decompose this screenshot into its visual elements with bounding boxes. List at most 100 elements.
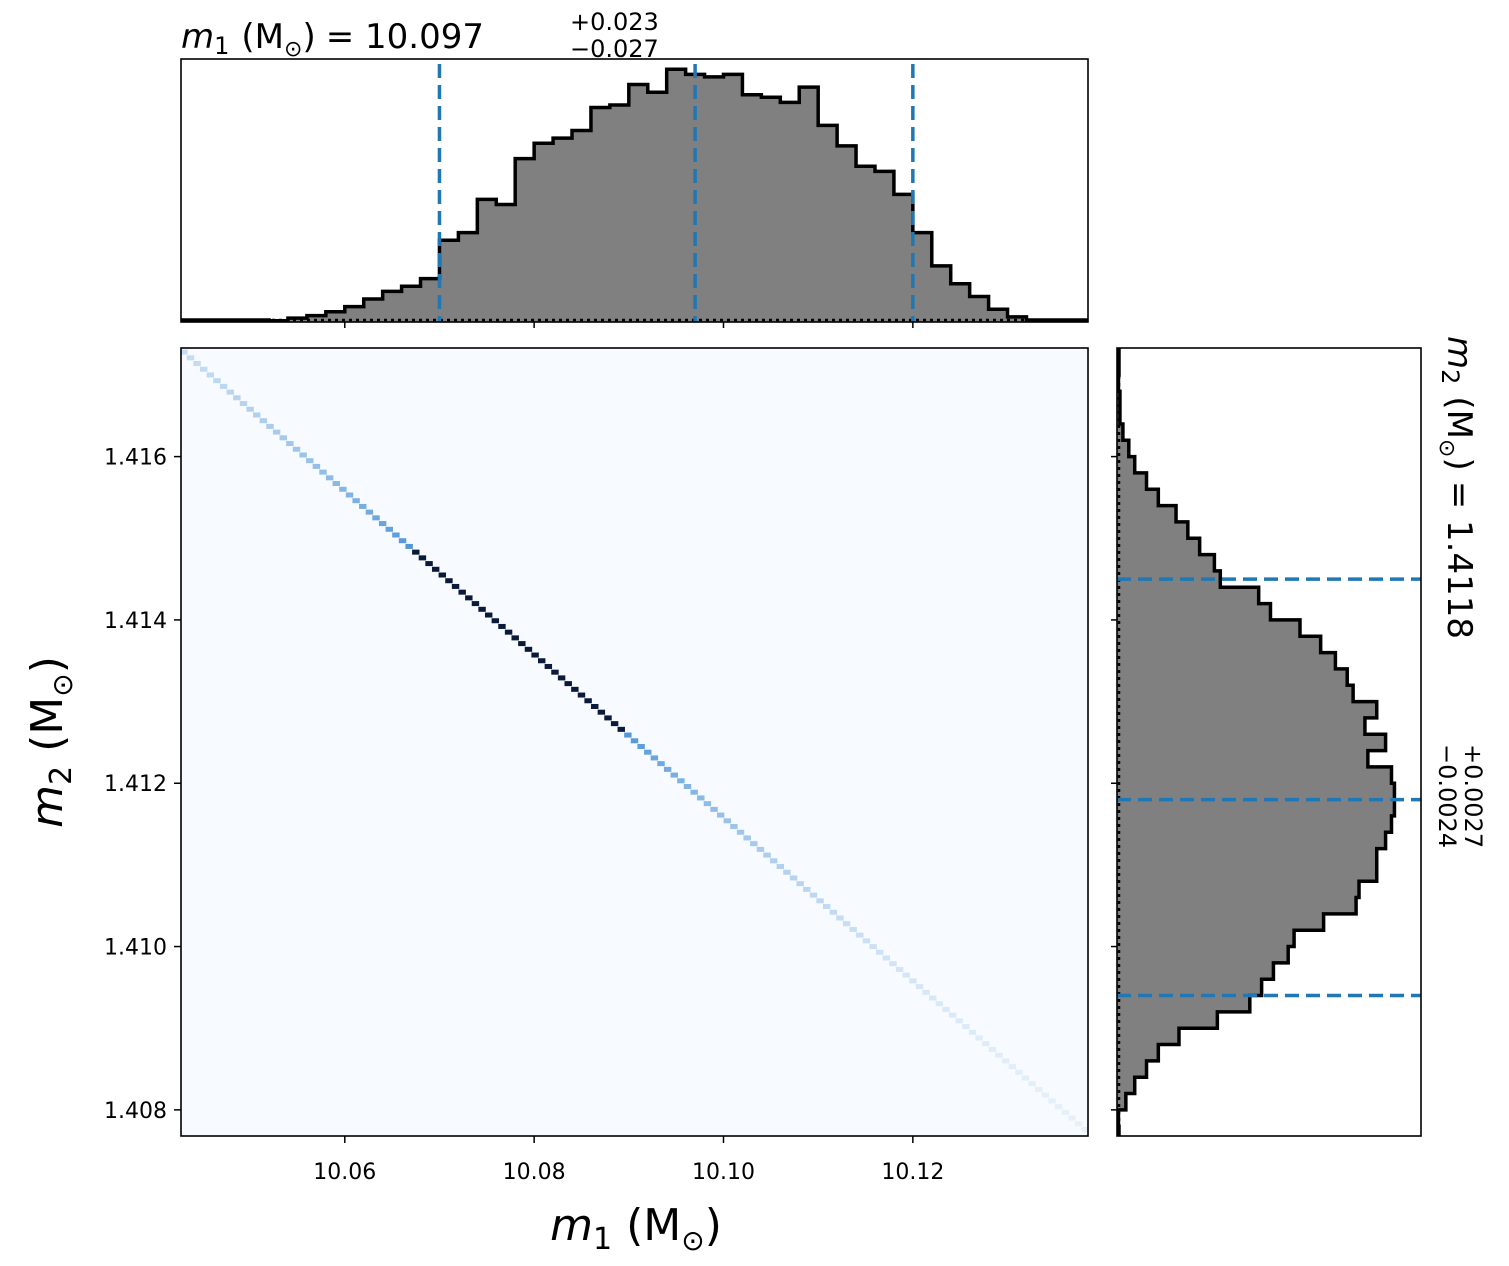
density-cell (796, 881, 804, 887)
m2-histogram-bar (1117, 456, 1135, 474)
density-cell (266, 423, 274, 429)
density-cell (571, 686, 579, 692)
density-cell (902, 972, 910, 978)
x-tick-label: 10.06 (313, 1160, 376, 1185)
m2-histogram-bar (1117, 783, 1395, 801)
m1-histogram-bar (950, 283, 971, 322)
density-cell (1054, 1104, 1063, 1110)
m1-histogram-bar (780, 102, 800, 322)
density-cell (591, 703, 599, 709)
density-cell (630, 738, 639, 744)
density-cell (206, 372, 215, 378)
x-tick-label: 10.10 (692, 1160, 755, 1185)
density-cell (690, 789, 698, 795)
density-cell (915, 984, 924, 990)
m2-histogram-bar (1117, 750, 1368, 768)
m1-histogram-bar (874, 171, 895, 322)
m1-histogram-bar (439, 240, 459, 322)
m2-histogram-bar (1117, 799, 1395, 817)
density-cell (226, 389, 234, 395)
m1-histogram-bar (628, 84, 649, 322)
density-cell (1088, 1133, 1095, 1138)
m2-histogram-bar (1117, 946, 1289, 964)
density-cell (584, 698, 592, 704)
density-cell (1021, 1075, 1030, 1081)
m2-histogram-bar (1117, 521, 1188, 539)
density-cell (431, 566, 440, 572)
m2-error-plus: +0.0027 (1459, 744, 1487, 848)
m1-histogram-frame (180, 58, 1089, 323)
density-cell (246, 406, 254, 412)
density-cell (511, 635, 519, 641)
m1-histogram-bar (609, 104, 630, 322)
density-cell (418, 555, 427, 561)
m2-histogram-bar (1117, 1060, 1147, 1078)
density-cell (657, 761, 665, 767)
density-cell (398, 538, 407, 544)
m1-histogram-bar (363, 299, 384, 322)
density-cell (610, 721, 619, 727)
m1-histogram-bar (723, 74, 743, 322)
m2-histogram-bar (1117, 554, 1215, 572)
m1-quantile-lines (437, 64, 915, 322)
density-cell (982, 1041, 990, 1047)
m2-histogram-frame (1116, 347, 1422, 1137)
density-cell (670, 772, 678, 778)
m1-histogram-bar (988, 309, 1009, 322)
density-cell (471, 601, 480, 607)
m1-histogram-bar (477, 199, 497, 322)
m1-histogram-bar (761, 97, 781, 322)
m1-histogram-bar (458, 232, 478, 322)
density-cell (1081, 1126, 1088, 1132)
density-cell (458, 589, 466, 595)
density-cell (942, 1006, 950, 1012)
density-cell (557, 675, 566, 681)
x-axis-ticks: 10.06 10.08 10.10 10.12 (313, 1136, 944, 1185)
density-cell (789, 875, 798, 881)
m1-histogram-bar (742, 94, 762, 322)
m2-histogram-outline (1117, 348, 1397, 1136)
density-cell (253, 412, 261, 418)
density-cell (504, 629, 513, 635)
density-cell (783, 869, 791, 875)
joint-density-panel: 10.06 10.08 10.10 10.12 1.408 1.410 1.412 1.41… (22, 347, 1095, 1257)
density-cell (239, 401, 248, 407)
density-cell (816, 898, 824, 904)
density-cell (551, 669, 559, 675)
density-cell (524, 646, 533, 652)
density-cell (604, 715, 612, 721)
density-cell (577, 692, 586, 698)
density-cell (809, 892, 818, 898)
density-cell (849, 926, 857, 932)
m2-histogram-bar (1117, 815, 1392, 833)
m1-histogram-bar (401, 286, 422, 322)
m2-histogram-bar (1117, 440, 1129, 458)
density-cell (1001, 1058, 1010, 1064)
m1-histogram-bar (515, 158, 535, 322)
m2-histogram-bar (1117, 1011, 1218, 1029)
density-cell (425, 561, 433, 567)
m1-histogram-bar (590, 107, 611, 322)
density-cell (644, 749, 652, 755)
density-cell (730, 824, 738, 830)
m1-histogram-bar (344, 306, 365, 322)
density-cell (889, 961, 897, 967)
density-cell (697, 795, 705, 801)
density-cell (465, 595, 473, 601)
density-cell (650, 755, 659, 761)
m2-histogram-bar (1117, 489, 1159, 507)
m1-histogram-bar (666, 69, 687, 322)
density-cell (279, 435, 287, 441)
density-cell (378, 521, 387, 527)
density-cell (272, 429, 281, 435)
m2-histogram-bar (1117, 962, 1274, 980)
density-cell (1068, 1115, 1076, 1121)
density-cell (882, 955, 891, 961)
m2-histogram-bar (1117, 1044, 1159, 1062)
density-cell (412, 549, 420, 555)
density-cell (352, 498, 360, 504)
density-cell (922, 989, 930, 995)
density-cell (710, 806, 718, 812)
density-cell (769, 858, 778, 864)
